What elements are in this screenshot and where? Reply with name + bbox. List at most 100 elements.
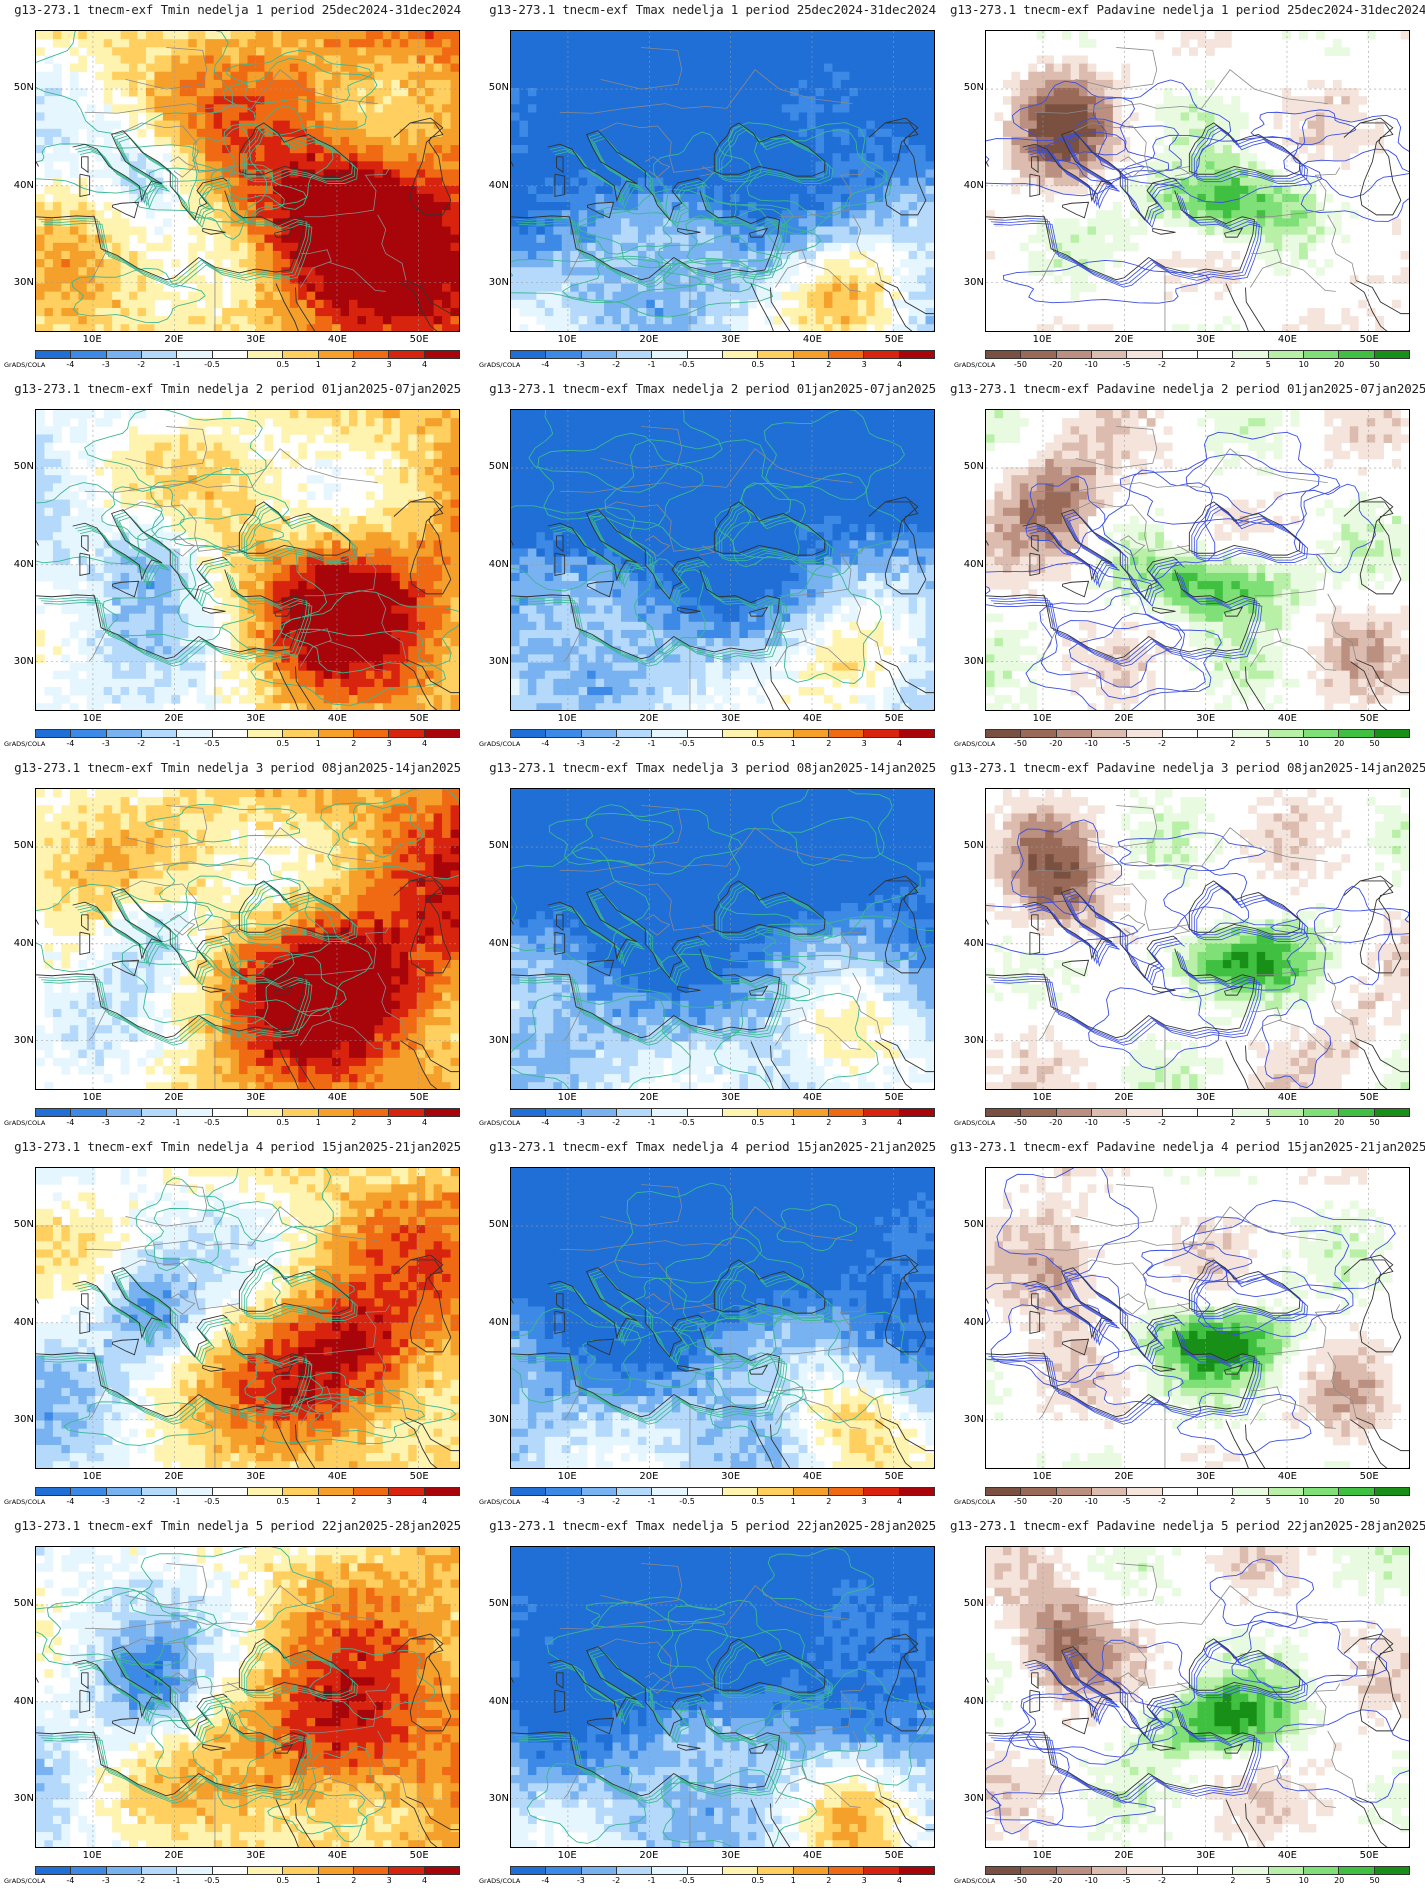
color-bar-label: -1 [173,1497,181,1506]
color-bar-segment [581,1867,617,1874]
color-bar [985,1108,1410,1117]
color-bar-label: 2 [1230,1118,1235,1127]
color-bar-label: -1 [648,1497,656,1506]
lat-label: 50N [475,1598,509,1609]
lon-label: 10E [547,1850,587,1861]
color-bar-segment [212,1109,248,1116]
color-bar-segment [106,351,142,358]
color-bar-label: -5 [1123,1118,1131,1127]
color-bar-segment [793,1867,829,1874]
color-bar-label: -10 [1085,1876,1098,1885]
color-bar-segment [758,1488,794,1495]
color-bar-label: -5 [1123,360,1131,369]
grads-credit: GrADS/COLA [479,1498,520,1506]
color-bar-segment [36,1109,72,1116]
panel-title: g13-273.1 tnecm-exf Padavine nedelja 4 p… [950,1139,1425,1154]
color-bar-label: -3 [577,1497,585,1506]
lon-label: 10E [547,1092,587,1103]
lat-label: 50N [0,461,34,472]
color-bar-segment [389,351,425,358]
grads-credit: GrADS/COLA [954,1119,995,1127]
lat-label: 50N [950,82,984,93]
shaded-field [511,789,934,1089]
lon-label: 50E [874,713,914,724]
color-bar-label: -4 [541,1118,549,1127]
color-bar-labels: -50 -20 -10 -5 -2 2 5 10 20 50 [985,1118,1410,1130]
color-bar-segment [1127,1867,1163,1874]
color-bar-label: 3 [862,360,867,369]
color-bar-label: -3 [577,360,585,369]
color-bar-segment [1197,730,1234,737]
color-bar-segment [1127,1109,1163,1116]
coastlines [511,496,934,710]
color-bar-label: 5 [1266,1118,1271,1127]
color-bar-label: 10 [1299,1497,1309,1506]
color-bar-segment [424,1867,459,1874]
color-bar-label: 10 [1299,739,1309,748]
map-panel-padavine-week-4: g13-273.1 tnecm-exf Padavine nedelja 4 p… [950,1137,1425,1516]
color-bar-label: 0.5 [752,739,765,748]
color-bar-label: 2 [826,1118,831,1127]
color-bar-label: 3 [862,1118,867,1127]
color-bar-label: -0.5 [679,739,695,748]
country-borders [1034,47,1357,331]
color-bar-segment [1091,1109,1128,1116]
color-bar-label: 3 [862,1876,867,1885]
map-plot [510,30,935,332]
lat-label: 30N [0,656,34,667]
color-bar-segment [353,351,390,358]
lat-label: 30N [475,277,509,288]
color-bar-segment [71,730,107,737]
color-bar-segment [986,1867,1022,1874]
color-bar-label: 3 [387,1876,392,1885]
color-bar-labels: -4 -3 -2 -1 -0.5 0.5 1 2 3 4 [510,1118,935,1130]
color-bar-segment [283,1488,319,1495]
color-bar-segment [652,730,688,737]
color-bar-segment [177,351,213,358]
color-bar-segment [793,730,829,737]
color-bar-label: -2 [1158,1876,1166,1885]
lat-label: 50N [950,840,984,851]
lon-label: 50E [874,334,914,345]
lat-label: 40N [475,1696,509,1707]
color-bar-segment [722,730,759,737]
color-bar-labels: -50 -20 -10 -5 -2 2 5 10 20 50 [985,1876,1410,1888]
color-bar-label: -2 [137,1876,145,1885]
color-bar-label: -1 [173,739,181,748]
color-bar-label: 3 [862,739,867,748]
color-bar-label: 10 [1299,360,1309,369]
lon-label: 50E [874,1092,914,1103]
color-bar-segment [1339,1488,1375,1495]
lon-label: 10E [1022,1471,1062,1482]
color-bar-segment [986,351,1022,358]
lon-label: 40E [317,1471,357,1482]
color-bar-segment [1162,730,1198,737]
panel-title: g13-273.1 tnecm-exf Tmin nedelja 4 perio… [0,1139,475,1154]
color-bar-labels: -50 -20 -10 -5 -2 2 5 10 20 50 [985,360,1410,372]
color-bar-segment [616,1867,653,1874]
map-plot [985,1546,1410,1848]
map-panel-tmin-week-1: g13-273.1 tnecm-exf Tmin nedelja 1 perio… [0,0,475,379]
color-bar-segment [424,730,459,737]
color-bar-segment [141,1867,178,1874]
lon-label: 40E [792,1850,832,1861]
color-bar-segment [353,730,390,737]
color-bar-label: 0.5 [277,739,290,748]
color-bar-label: -10 [1085,739,1098,748]
color-bar-segment [581,730,617,737]
color-bar-label: 20 [1334,1118,1344,1127]
lat-label: 50N [475,461,509,472]
panel-title: g13-273.1 tnecm-exf Padavine nedelja 2 p… [950,381,1425,396]
lon-label: 20E [1104,1471,1144,1482]
color-bar-segment [687,1109,723,1116]
map-panel-tmin-week-3: g13-273.1 tnecm-exf Tmin nedelja 3 perio… [0,758,475,1137]
color-bar-label: -1 [648,360,656,369]
color-bar-segment [1303,1867,1340,1874]
color-bar-segment [828,1488,865,1495]
color-bar-labels: -4 -3 -2 -1 -0.5 0.5 1 2 3 4 [35,360,460,372]
color-bar-segment [71,351,107,358]
map-plot [35,788,460,1090]
lon-label: 10E [72,713,112,724]
lon-label: 30E [1186,713,1226,724]
lon-label: 20E [1104,1850,1144,1861]
